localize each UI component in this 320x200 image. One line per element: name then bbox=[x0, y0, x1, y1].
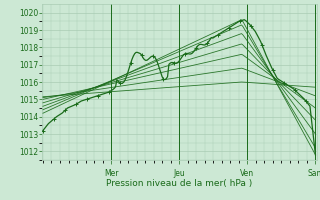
X-axis label: Pression niveau de la mer( hPa ): Pression niveau de la mer( hPa ) bbox=[106, 179, 252, 188]
